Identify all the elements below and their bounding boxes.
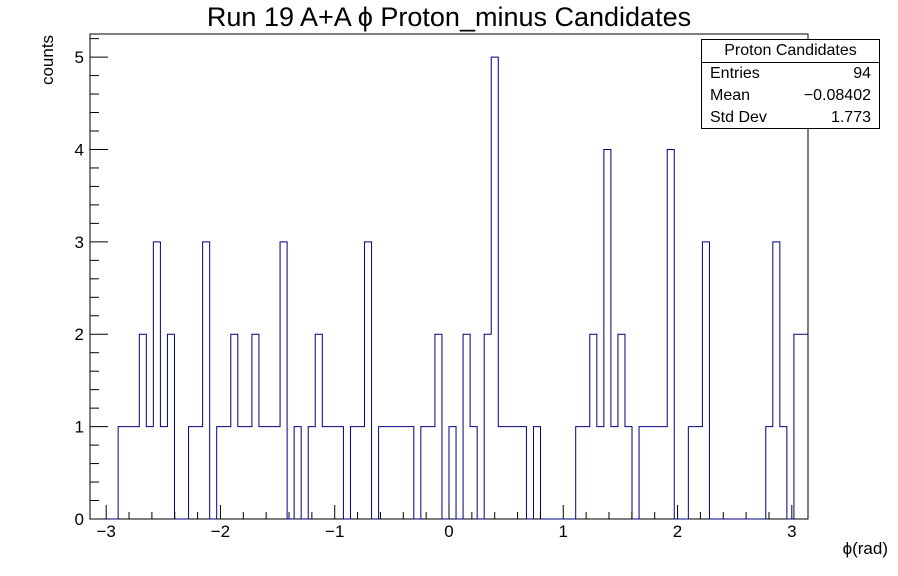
- y-axis-label: counts: [38, 34, 57, 86]
- histogram-bin: [702, 242, 709, 519]
- stats-value: 1.773: [830, 109, 871, 126]
- y-tick-label: 1: [75, 418, 84, 437]
- y-tick-label: 0: [75, 510, 84, 529]
- y-tick-label: 3: [75, 233, 84, 252]
- histogram-bin: [512, 427, 519, 519]
- stats-label: Std Dev: [710, 109, 767, 126]
- histogram-bin: [498, 427, 505, 519]
- histogram-bin: [266, 427, 273, 519]
- x-tick-label: −2: [211, 522, 230, 541]
- histogram-bin: [625, 427, 632, 519]
- histogram-bin: [519, 427, 526, 519]
- histogram-bin: [167, 334, 174, 519]
- histogram-bin: [189, 427, 196, 519]
- histogram-bin: [505, 427, 512, 519]
- histogram-bin: [386, 427, 393, 519]
- histogram-bin: [773, 242, 780, 519]
- histogram-bin: [365, 242, 372, 519]
- x-tick-label: −3: [96, 522, 115, 541]
- histogram-bin: [611, 427, 618, 519]
- histogram-bin: [766, 427, 773, 519]
- histogram-bin: [449, 427, 456, 519]
- histogram-bin: [688, 427, 695, 519]
- histogram-bin: [294, 427, 301, 519]
- histogram-bin: [428, 427, 435, 519]
- histogram-bin: [357, 427, 364, 519]
- histogram-bin: [259, 427, 266, 519]
- histogram-bin: [576, 427, 583, 519]
- histogram-bin: [315, 334, 322, 519]
- histogram-bin: [146, 427, 153, 519]
- histogram-bin: [400, 427, 407, 519]
- histogram-bin: [280, 242, 287, 519]
- histogram-outline: [90, 56, 808, 520]
- histogram-bin: [801, 334, 808, 519]
- histogram-bin: [533, 427, 540, 519]
- histogram-bin: [125, 427, 132, 519]
- chart-title: Run 19 A+A ϕ Proton_minus Candidates: [206, 2, 692, 32]
- histogram-bin: [329, 427, 336, 519]
- histogram-bin: [484, 334, 491, 519]
- histogram-bin: [780, 427, 787, 519]
- stats-value: −0.08402: [803, 87, 871, 104]
- stats-label: Entries: [710, 65, 760, 82]
- histogram-bin: [322, 427, 329, 519]
- histogram-bin: [646, 427, 653, 519]
- histogram-bin: [252, 334, 259, 519]
- histogram-bin: [379, 427, 386, 519]
- histogram-bin: [350, 427, 357, 519]
- histogram-bin: [583, 427, 590, 519]
- x-tick-label: 1: [559, 522, 568, 541]
- histogram-bin: [245, 427, 252, 519]
- histogram-bin: [695, 427, 702, 519]
- histogram-bin: [273, 427, 280, 519]
- histogram-bin: [196, 427, 203, 519]
- stats-label: Mean: [710, 87, 751, 104]
- histogram-bin: [308, 427, 315, 519]
- histogram-bin: [118, 427, 125, 519]
- histogram-bin: [160, 427, 167, 519]
- histogram-bin: [794, 334, 801, 519]
- histogram-bin: [224, 427, 231, 519]
- histogram-bin: [590, 334, 597, 519]
- stats-row-stddev: Std Dev 1.773: [702, 107, 879, 129]
- histogram-bin: [435, 334, 442, 519]
- histogram-bin: [336, 427, 343, 519]
- histogram-bin: [463, 334, 470, 519]
- y-tick-label: 4: [75, 140, 84, 159]
- x-tick-label: 3: [787, 522, 796, 541]
- histogram-bin: [421, 427, 428, 519]
- histogram-bin: [238, 427, 245, 519]
- histogram-bin: [639, 427, 646, 519]
- histogram-bin: [132, 427, 139, 519]
- stats-box: Proton Candidates Entries 94 Mean −0.084…: [701, 39, 880, 129]
- stats-row-entries: Entries 94: [702, 63, 879, 85]
- y-tick-label: 5: [75, 48, 84, 67]
- histogram-bin: [407, 427, 414, 519]
- stats-row-mean: Mean −0.08402: [702, 85, 879, 107]
- histogram-bin: [667, 149, 674, 519]
- x-axis-label: ϕ(rad): [842, 539, 888, 558]
- histogram-bin: [153, 242, 160, 519]
- histogram-bin: [618, 334, 625, 519]
- x-tick-label: −1: [325, 522, 344, 541]
- stats-value: 94: [853, 65, 871, 82]
- histogram-bin: [139, 334, 146, 519]
- histogram-bin: [203, 242, 210, 519]
- histogram-bin: [231, 334, 238, 519]
- histogram-bin: [470, 427, 477, 519]
- x-tick-label: 2: [673, 522, 682, 541]
- histogram-bin: [393, 427, 400, 519]
- histogram-bin: [597, 427, 604, 519]
- histogram-bin: [604, 149, 611, 519]
- x-tick-label: 0: [444, 522, 453, 541]
- histogram-bin: [653, 427, 660, 519]
- histogram-bin: [491, 57, 498, 519]
- stats-title: Proton Candidates: [702, 40, 879, 63]
- histogram-bin: [660, 427, 667, 519]
- y-tick-label: 2: [75, 325, 84, 344]
